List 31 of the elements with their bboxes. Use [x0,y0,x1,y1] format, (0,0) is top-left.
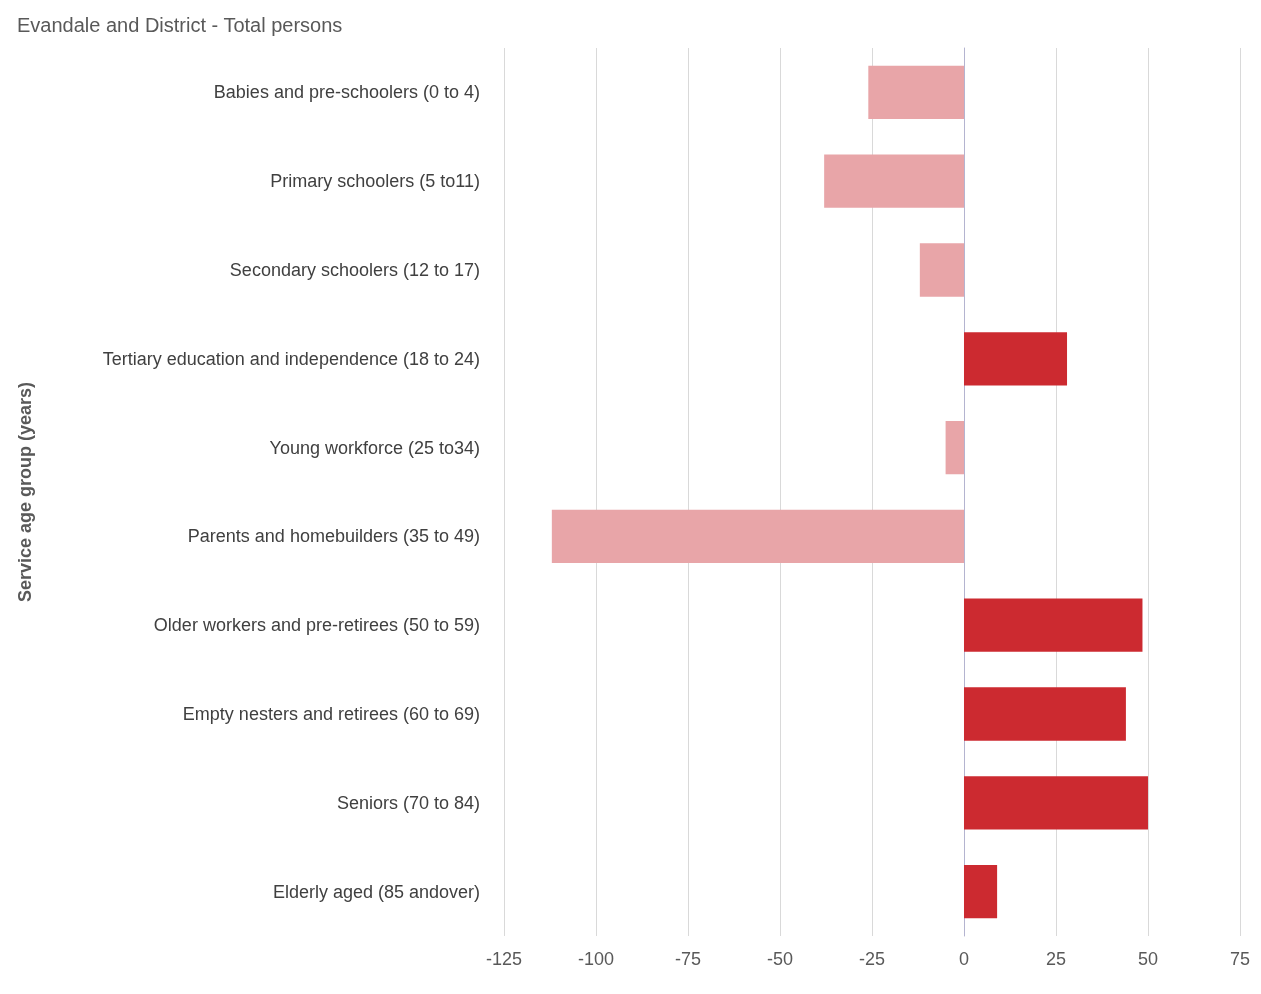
y-tick-label: Older workers and pre-retirees (50 to 59) [153,615,480,636]
x-tick-label: -100 [577,949,615,969]
bar [945,420,964,475]
x-tick-label: -25 [858,949,885,969]
y-tick-label: Primary schoolers (5 to11) [270,171,480,192]
y-axis-title: Service age group (years) [15,381,35,603]
bar [963,332,1068,386]
y-tick-label: Young workforce (25 to34) [269,437,480,458]
y-tick-label: Parents and homebuilders (35 to 49) [187,526,480,547]
x-tick-label: -50 [766,949,793,969]
x-tick-label: 25 [1045,949,1067,969]
x-tick-label: -75 [674,949,702,969]
bar [963,598,1143,652]
text: Evandale and District - Total persons [17,14,343,36]
bar [963,776,1148,830]
x-tick-label: -125 [485,949,523,969]
x-tick-label: 50 [1137,949,1159,969]
bar [919,243,964,297]
y-tick-label: Seniors (70 to 84) [336,792,480,813]
bar [963,687,1126,741]
y-tick-label: Empty nesters and retirees (60 to 69) [182,704,480,724]
bar [824,154,964,208]
y-tick-label: Secondary schoolers (12 to 17) [229,260,480,280]
y-tick-label: Elderly aged (85 andover) [272,881,480,902]
y-tick-label: Tertiary education and independence (18 to 24) [102,348,480,369]
bar [551,509,964,564]
y-tick-label: Babies and pre-schoolers (0 to 4) [213,82,480,103]
x-tick-label: 0 [958,949,969,969]
x-tick-label: 75 [1229,949,1250,969]
bar [963,864,998,919]
bar [868,65,964,120]
